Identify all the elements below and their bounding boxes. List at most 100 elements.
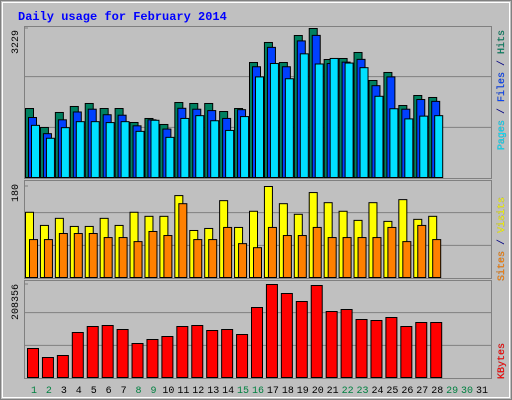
bar [161, 335, 174, 378]
bar [355, 318, 368, 378]
bar [297, 235, 307, 279]
bar [75, 121, 85, 178]
y-max-label: 208356 [11, 284, 22, 320]
x-tick-label: 18 [282, 386, 294, 397]
legend-entry: KBytes [497, 343, 508, 379]
x-tick-label: 27 [416, 386, 428, 397]
bar [372, 237, 382, 278]
bar [327, 237, 337, 278]
bar [27, 347, 39, 379]
x-tick-label: 22 [342, 386, 354, 397]
bar [103, 237, 113, 278]
bar [404, 118, 414, 179]
y-max-label: 180 [11, 184, 22, 202]
bar [193, 239, 203, 278]
bar [206, 329, 219, 378]
bar [210, 120, 220, 179]
legend-separator: / [496, 102, 508, 120]
bar [267, 226, 277, 278]
bar [402, 241, 412, 279]
x-tick-label: 1 [31, 386, 37, 397]
bar [387, 226, 397, 278]
bar [299, 53, 309, 178]
bar [101, 324, 114, 378]
x-tick-label: 6 [106, 386, 112, 397]
x-tick-label: 25 [386, 386, 398, 397]
x-tick-label: 21 [327, 386, 339, 397]
x-tick-label: 14 [222, 386, 234, 397]
x-tick-label: 11 [177, 386, 189, 397]
bar [280, 292, 293, 378]
bar [430, 321, 443, 379]
chart-title: Daily usage for February 2014 [18, 10, 227, 24]
x-tick-label: 12 [192, 386, 204, 397]
legend-separator: / [496, 54, 508, 72]
bar [116, 328, 129, 379]
bar [60, 127, 70, 178]
bar [415, 321, 428, 379]
bar [58, 233, 68, 278]
bar [195, 115, 205, 179]
bar [148, 230, 158, 278]
x-tick-label: 4 [76, 386, 82, 397]
bar [434, 115, 444, 179]
bar [340, 308, 353, 378]
bar [118, 237, 128, 278]
x-tick-label: 7 [121, 386, 127, 397]
bar [29, 239, 38, 278]
legend-entry: Pages [497, 120, 508, 150]
bar [342, 237, 352, 278]
x-tick-label: 15 [237, 386, 249, 397]
bar [269, 63, 279, 178]
x-tick-label: 31 [476, 386, 488, 397]
x-tick-label: 3 [61, 386, 67, 397]
bar [417, 224, 427, 279]
bar [133, 241, 143, 279]
bar [90, 121, 100, 178]
bar [88, 233, 98, 278]
bar [225, 129, 235, 179]
bar [180, 117, 190, 178]
legend: Pages / Files / Hits [496, 30, 508, 150]
legend: KBytes [497, 343, 508, 379]
bar [208, 239, 218, 278]
bar [325, 310, 338, 378]
bar [265, 284, 278, 378]
bar [105, 122, 115, 178]
x-tick-label: 26 [401, 386, 413, 397]
bar [419, 115, 429, 178]
bar [86, 325, 99, 378]
bar [432, 239, 442, 278]
bar [120, 121, 130, 178]
bar [253, 247, 262, 279]
bar [357, 237, 367, 278]
bar [191, 324, 204, 378]
bar [150, 119, 160, 178]
bar [43, 239, 53, 278]
bar [176, 325, 189, 378]
bar [385, 316, 398, 379]
x-tick-label: 5 [91, 386, 97, 397]
bar [400, 325, 413, 378]
y-max-label: 3229 [11, 30, 22, 54]
bar [236, 333, 249, 379]
bar [146, 338, 159, 379]
bar [251, 306, 263, 379]
x-tick-label: 16 [252, 386, 264, 397]
bar [329, 57, 339, 178]
x-tick-label: 23 [357, 386, 369, 397]
x-tick-label: 19 [297, 386, 309, 397]
x-tick-label: 8 [136, 386, 142, 397]
bar [31, 124, 40, 178]
bar [71, 331, 84, 379]
bar [238, 243, 248, 278]
bar [45, 137, 55, 178]
bar [389, 108, 399, 178]
bar [131, 342, 144, 379]
x-tick-label: 10 [162, 386, 174, 397]
x-tick-label: 20 [312, 386, 324, 397]
bar [165, 136, 175, 179]
bar [282, 235, 292, 279]
x-tick-label: 2 [46, 386, 52, 397]
